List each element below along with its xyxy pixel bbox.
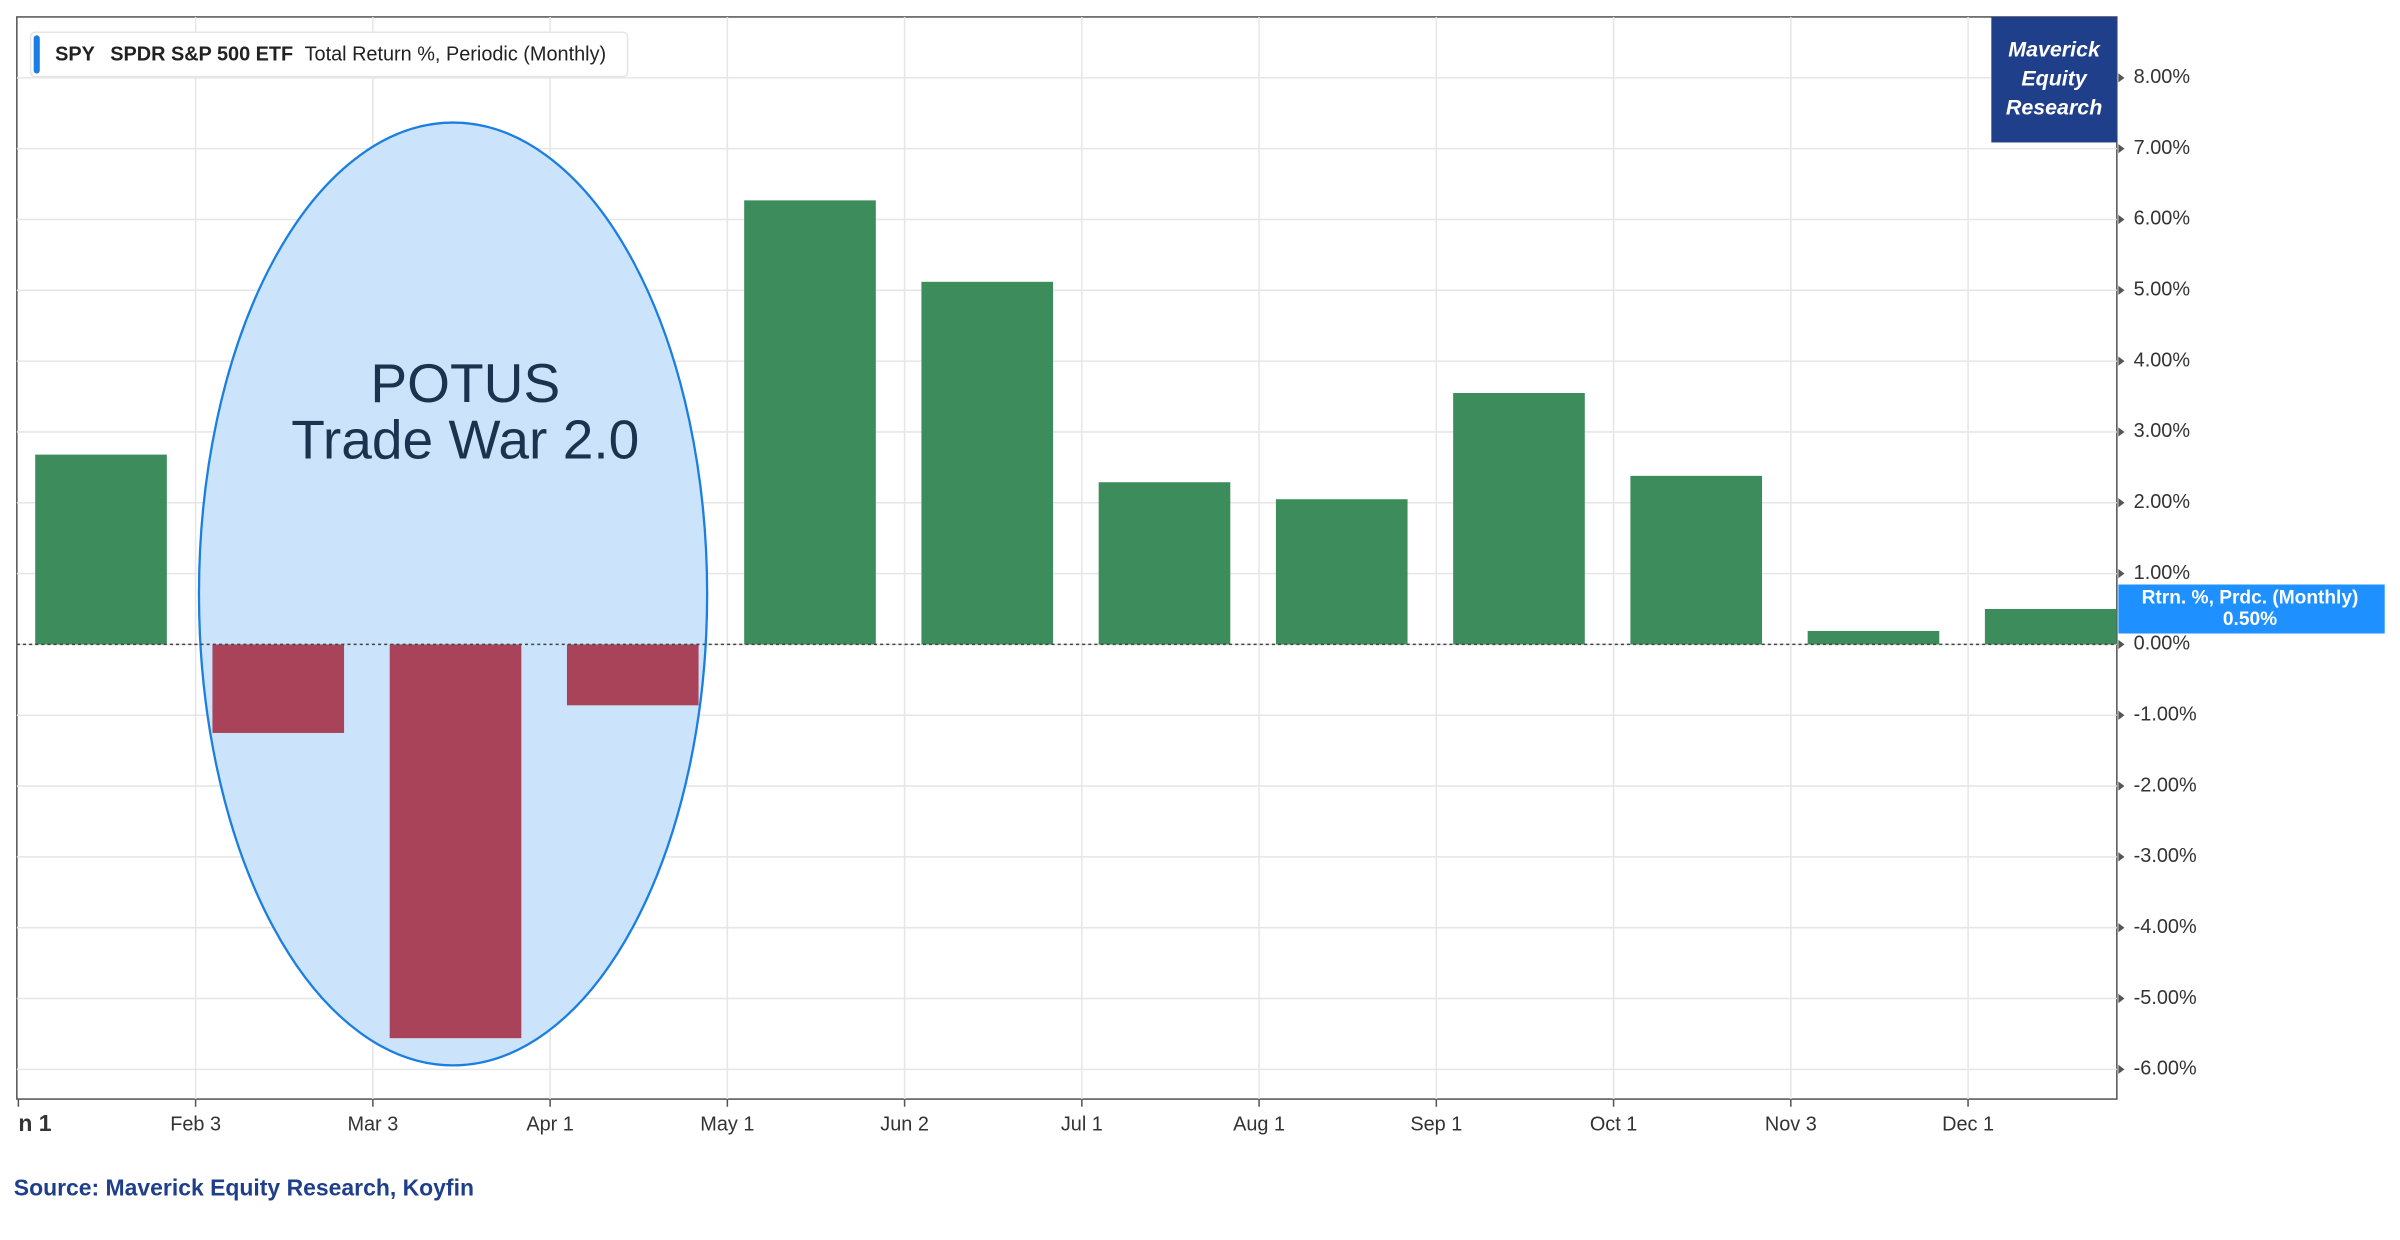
bar <box>921 281 1054 645</box>
y-tick <box>2118 285 2125 295</box>
x-tick-label: Dec 1 <box>1942 1113 1994 1135</box>
bar <box>1984 609 2117 645</box>
y-tick <box>2118 639 2125 650</box>
bar <box>1275 499 1408 645</box>
annotation-line: Trade War 2.0 <box>291 409 639 471</box>
legend-ticker: SPY <box>55 43 95 65</box>
bar <box>1630 475 1763 645</box>
y-tick <box>2118 568 2125 579</box>
y-tick-label: 8.00% <box>2134 66 2190 88</box>
x-tick-label: Apr 1 <box>526 1113 574 1135</box>
last-value-name: Rtrn. %, Prdc. (Monthly) <box>2142 587 2359 608</box>
bar <box>212 644 345 733</box>
logo-text: Maverick <box>2008 37 2101 61</box>
y-tick-label: 6.00% <box>2134 208 2190 230</box>
logo-text: Research <box>2006 95 2102 119</box>
x-tick-label: May 1 <box>700 1113 754 1135</box>
y-tick-label: 0.00% <box>2134 633 2190 655</box>
y-tick <box>2118 1064 2125 1074</box>
y-tick <box>2118 73 2125 83</box>
annotation-line: POTUS <box>370 352 560 414</box>
x-tick-label: Sep 1 <box>1410 1113 1462 1135</box>
legend-metric: Total Return %, Periodic (Monthly) <box>305 43 607 65</box>
bar <box>1807 630 1940 645</box>
last-value-text: 0.50% <box>2223 609 2277 630</box>
logo-box <box>1991 16 2117 143</box>
bars <box>35 200 2117 1039</box>
x-tick-label: Nov 3 <box>1765 1113 1817 1135</box>
y-tick <box>2118 144 2125 154</box>
y-tick-label: -6.00% <box>2134 1058 2197 1080</box>
legend-box <box>29 31 629 78</box>
x-tick-label: Oct 1 <box>1590 1113 1638 1135</box>
y-tick <box>2118 923 2125 933</box>
y-tick <box>2118 993 2125 1004</box>
bar <box>35 454 167 645</box>
y-tick <box>2118 781 2125 791</box>
y-tick-label: 1.00% <box>2134 562 2190 584</box>
last-value-box <box>2118 584 2385 634</box>
legend-name: SPDR S&P 500 ETF <box>110 43 293 65</box>
bar <box>744 200 876 645</box>
y-tick <box>2118 356 2125 366</box>
y-tick-label: 7.00% <box>2134 137 2190 159</box>
legend-swatch <box>33 35 40 74</box>
highlight-ellipse <box>197 121 709 1067</box>
x-tick-label: Mar 3 <box>347 1113 398 1135</box>
bar <box>1453 392 1585 645</box>
bar <box>1098 482 1231 645</box>
y-tick-label: -5.00% <box>2134 987 2197 1009</box>
y-tick <box>2118 214 2125 225</box>
y-tick-label: -3.00% <box>2134 845 2197 867</box>
logo-text: Equity <box>2021 66 2088 90</box>
y-tick-label: -2.00% <box>2134 774 2197 796</box>
y-tick-label: 5.00% <box>2134 279 2190 301</box>
y-tick-label: 4.00% <box>2134 349 2190 371</box>
y-tick-label: -1.00% <box>2134 703 2197 725</box>
y-tick <box>2118 710 2125 720</box>
x-tick-label: Jul 1 <box>1061 1113 1103 1135</box>
y-tick <box>2118 427 2125 437</box>
y-tick <box>2118 852 2125 862</box>
y-tick-label: 2.00% <box>2134 491 2190 513</box>
x-tick-label: Feb 3 <box>170 1113 221 1135</box>
source: Source: Maverick Equity Research, Koyfin <box>14 1174 474 1200</box>
bar <box>389 644 522 1039</box>
x-tick-label: Jun 2 <box>880 1113 929 1135</box>
y-tick-label: -4.00% <box>2134 916 2197 938</box>
bar <box>566 644 699 706</box>
y-tick-label: 3.00% <box>2134 420 2190 442</box>
y-tick <box>2118 498 2125 508</box>
x-tick-label: Aug 1 <box>1233 1113 1285 1135</box>
x-tick-label: n 1 <box>18 1110 51 1136</box>
